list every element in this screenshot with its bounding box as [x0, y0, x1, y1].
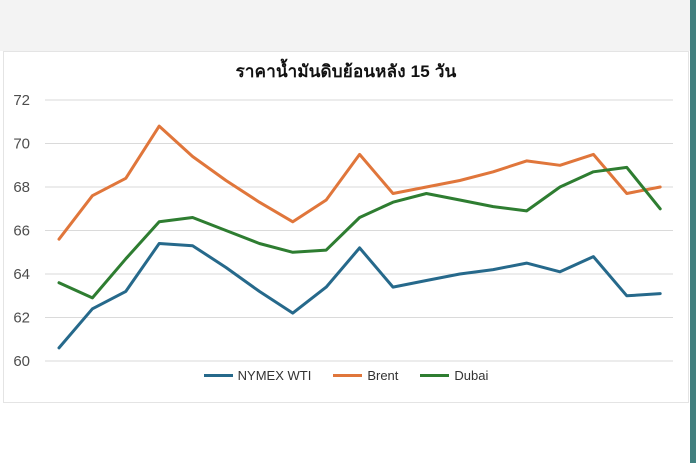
right-edge-strip [690, 0, 696, 463]
legend-item-dubai: Dubai [420, 368, 488, 383]
legend-label-brent: Brent [367, 368, 399, 383]
chart-title: ราคาน้ำมันดิบย้อนหลัง 15 วัน [235, 62, 457, 81]
legend-item-brent: Brent [333, 368, 398, 383]
legend-item-nymex-wti: NYMEX WTI [203, 368, 312, 383]
nymex-wti-line-swatch [203, 374, 233, 377]
dubai-line-swatch [420, 374, 450, 377]
brent-line-swatch [333, 374, 363, 377]
legend-label-nymex-wti: NYMEX WTI [237, 368, 312, 383]
top-strip [0, 0, 696, 51]
legend-label-dubai: Dubai [454, 368, 489, 383]
chart-legend: NYMEX WTI Brent Dubai [4, 368, 688, 383]
chart-panel: ราคาน้ำมันดิบย้อนหลัง 15 วัน NYMEX WTI B… [3, 51, 689, 403]
